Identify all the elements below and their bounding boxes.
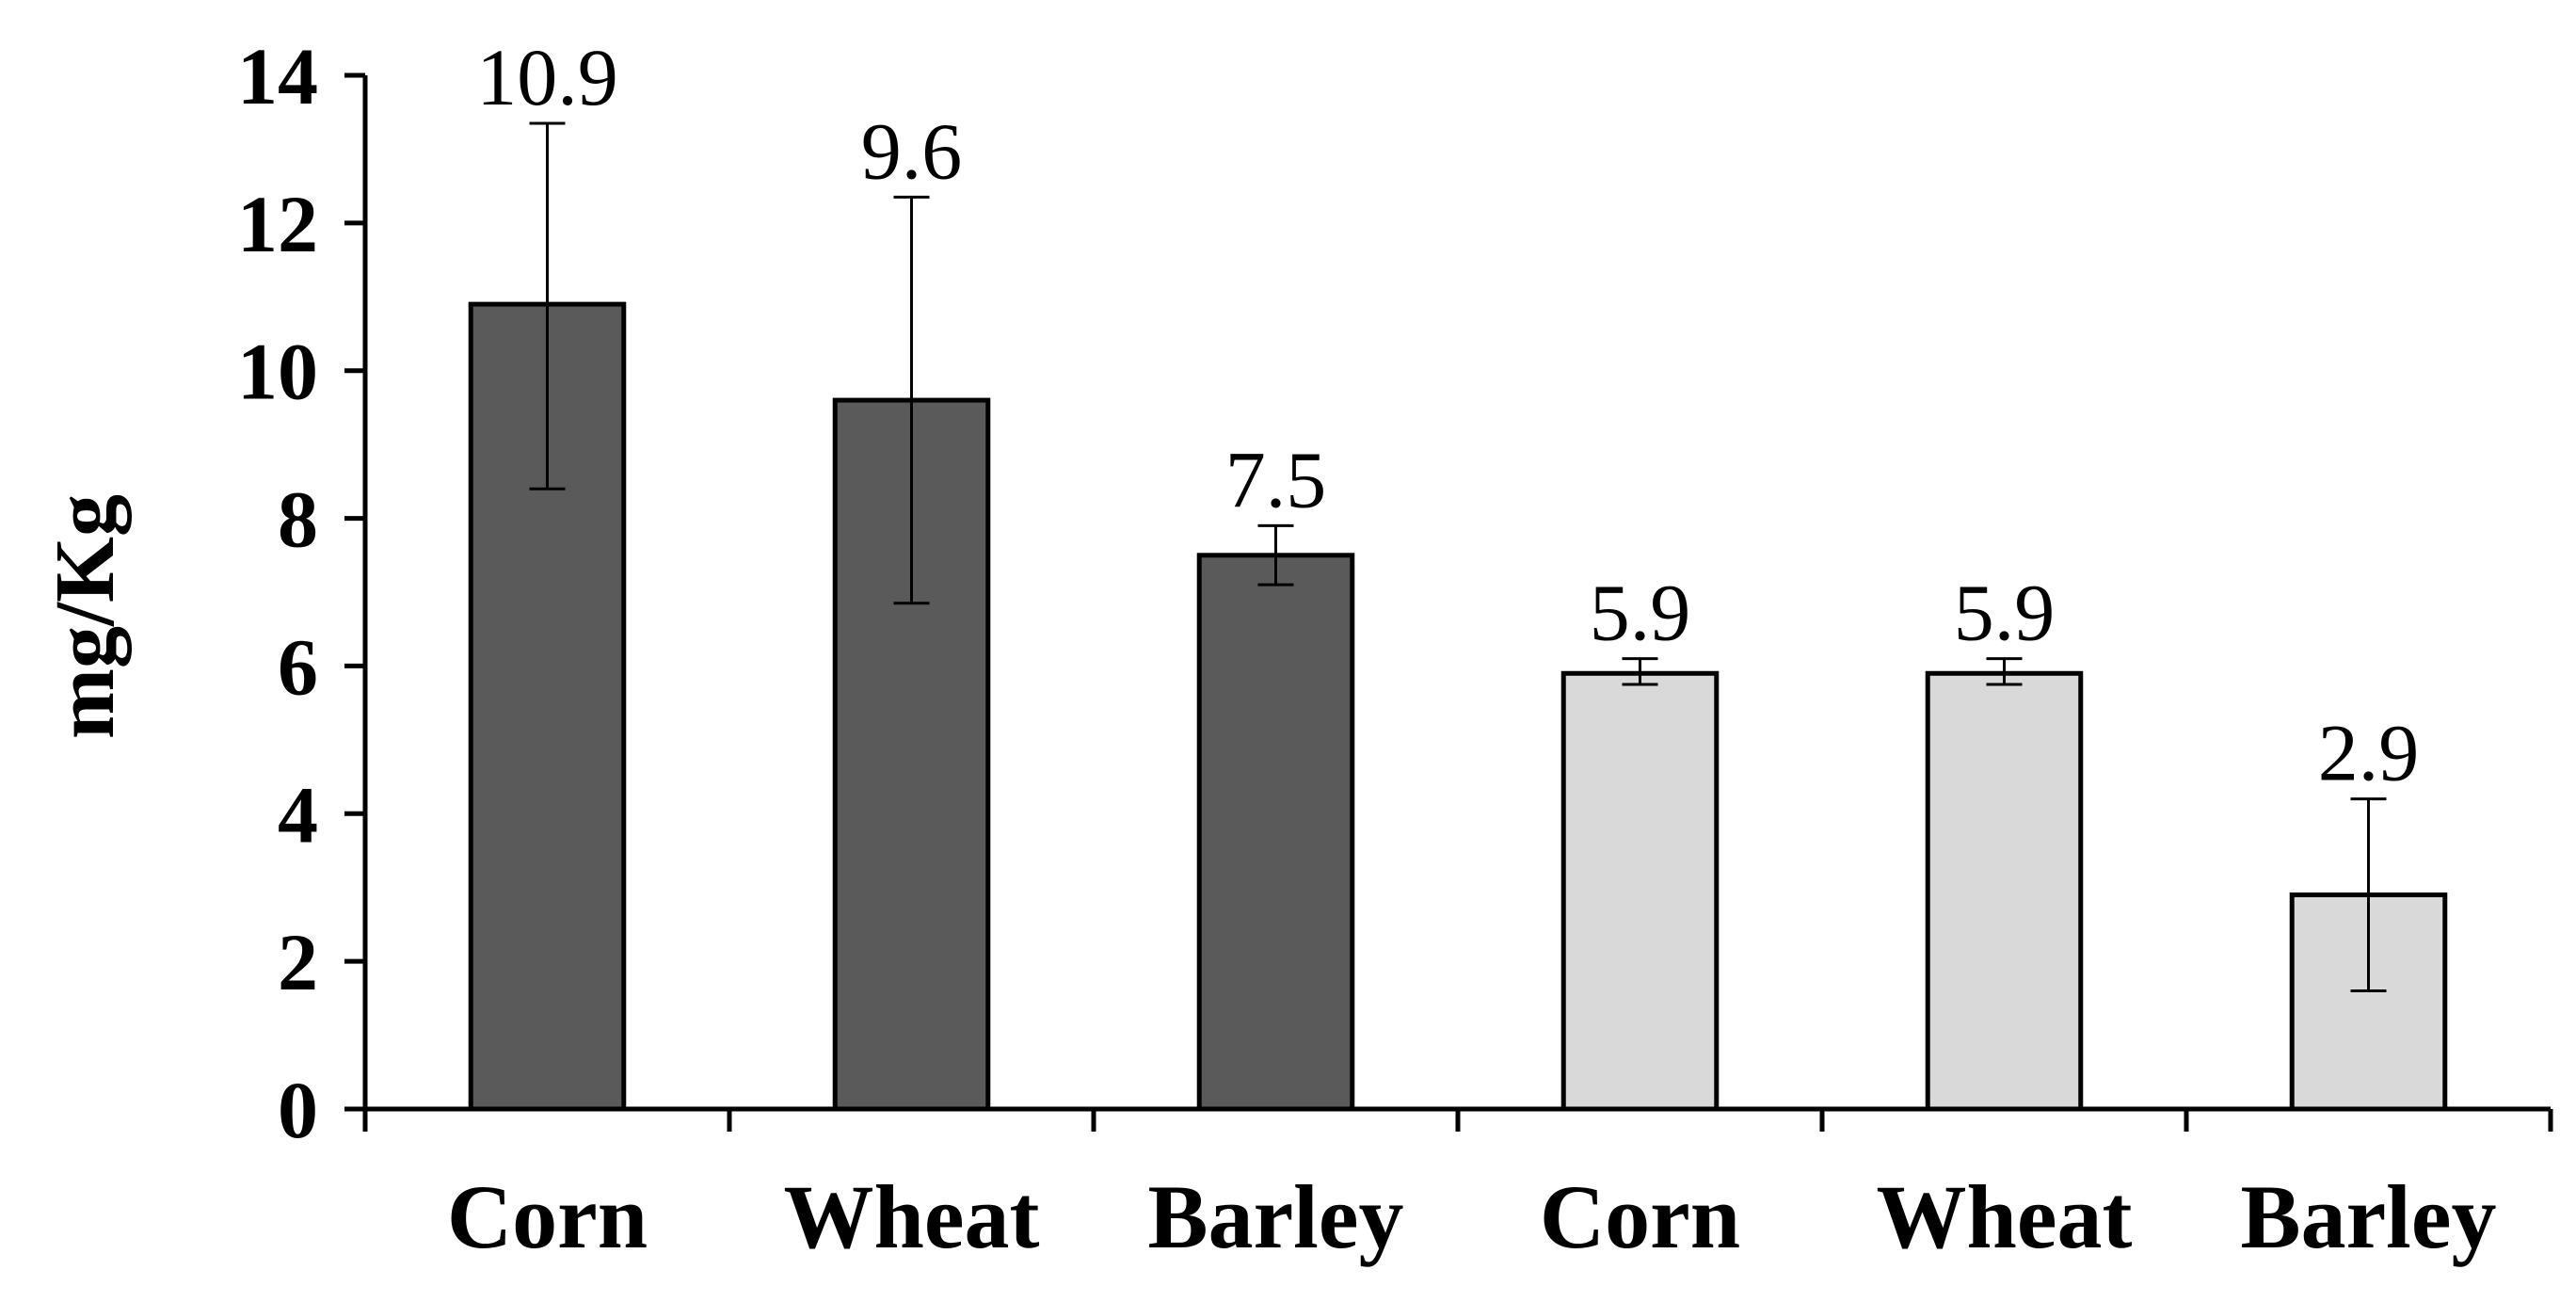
y-tick-label: 12 (237, 179, 318, 269)
x-ticks-layer: Corn Wheat Barley Corn Wheat Barley (362, 1109, 2553, 1267)
y-axis-title: mg/Kg (39, 494, 132, 739)
data-label: 9.6 (861, 105, 963, 196)
x-category-label: Wheat (784, 1166, 1040, 1267)
y-tick-label: 10 (237, 327, 318, 417)
axes-layer (362, 75, 2551, 1112)
data-labels-layer: 10.9 9.6 7.5 5.9 5.9 2.9 (476, 32, 2419, 798)
y-tick-label: 14 (237, 31, 318, 121)
data-label: 2.9 (2318, 708, 2420, 798)
y-tick-label: 4 (278, 769, 318, 860)
bar (1925, 670, 2084, 1112)
bar (1560, 670, 1720, 1112)
bars-layer (468, 301, 2448, 1112)
y-tick-label: 0 (278, 1065, 318, 1155)
data-label: 5.9 (1590, 568, 1691, 658)
error-bars-layer (529, 121, 2387, 993)
y-tick-label: 8 (278, 474, 318, 565)
x-category-label: Barley (1148, 1166, 1404, 1267)
data-label: 7.5 (1225, 434, 1327, 524)
x-category-label: Corn (447, 1166, 648, 1267)
data-label: 5.9 (1954, 568, 2056, 658)
y-tick-label: 6 (278, 621, 318, 712)
x-category-label: Barley (2241, 1166, 2497, 1267)
x-category-label: Corn (1540, 1166, 1740, 1267)
y-tick-label: 2 (278, 917, 318, 1007)
y-ticks-layer: 0 2 4 6 8 10 12 14 (237, 31, 365, 1155)
bar (1196, 553, 1355, 1112)
data-label: 10.9 (476, 32, 618, 122)
x-category-label: Wheat (1877, 1166, 2133, 1267)
